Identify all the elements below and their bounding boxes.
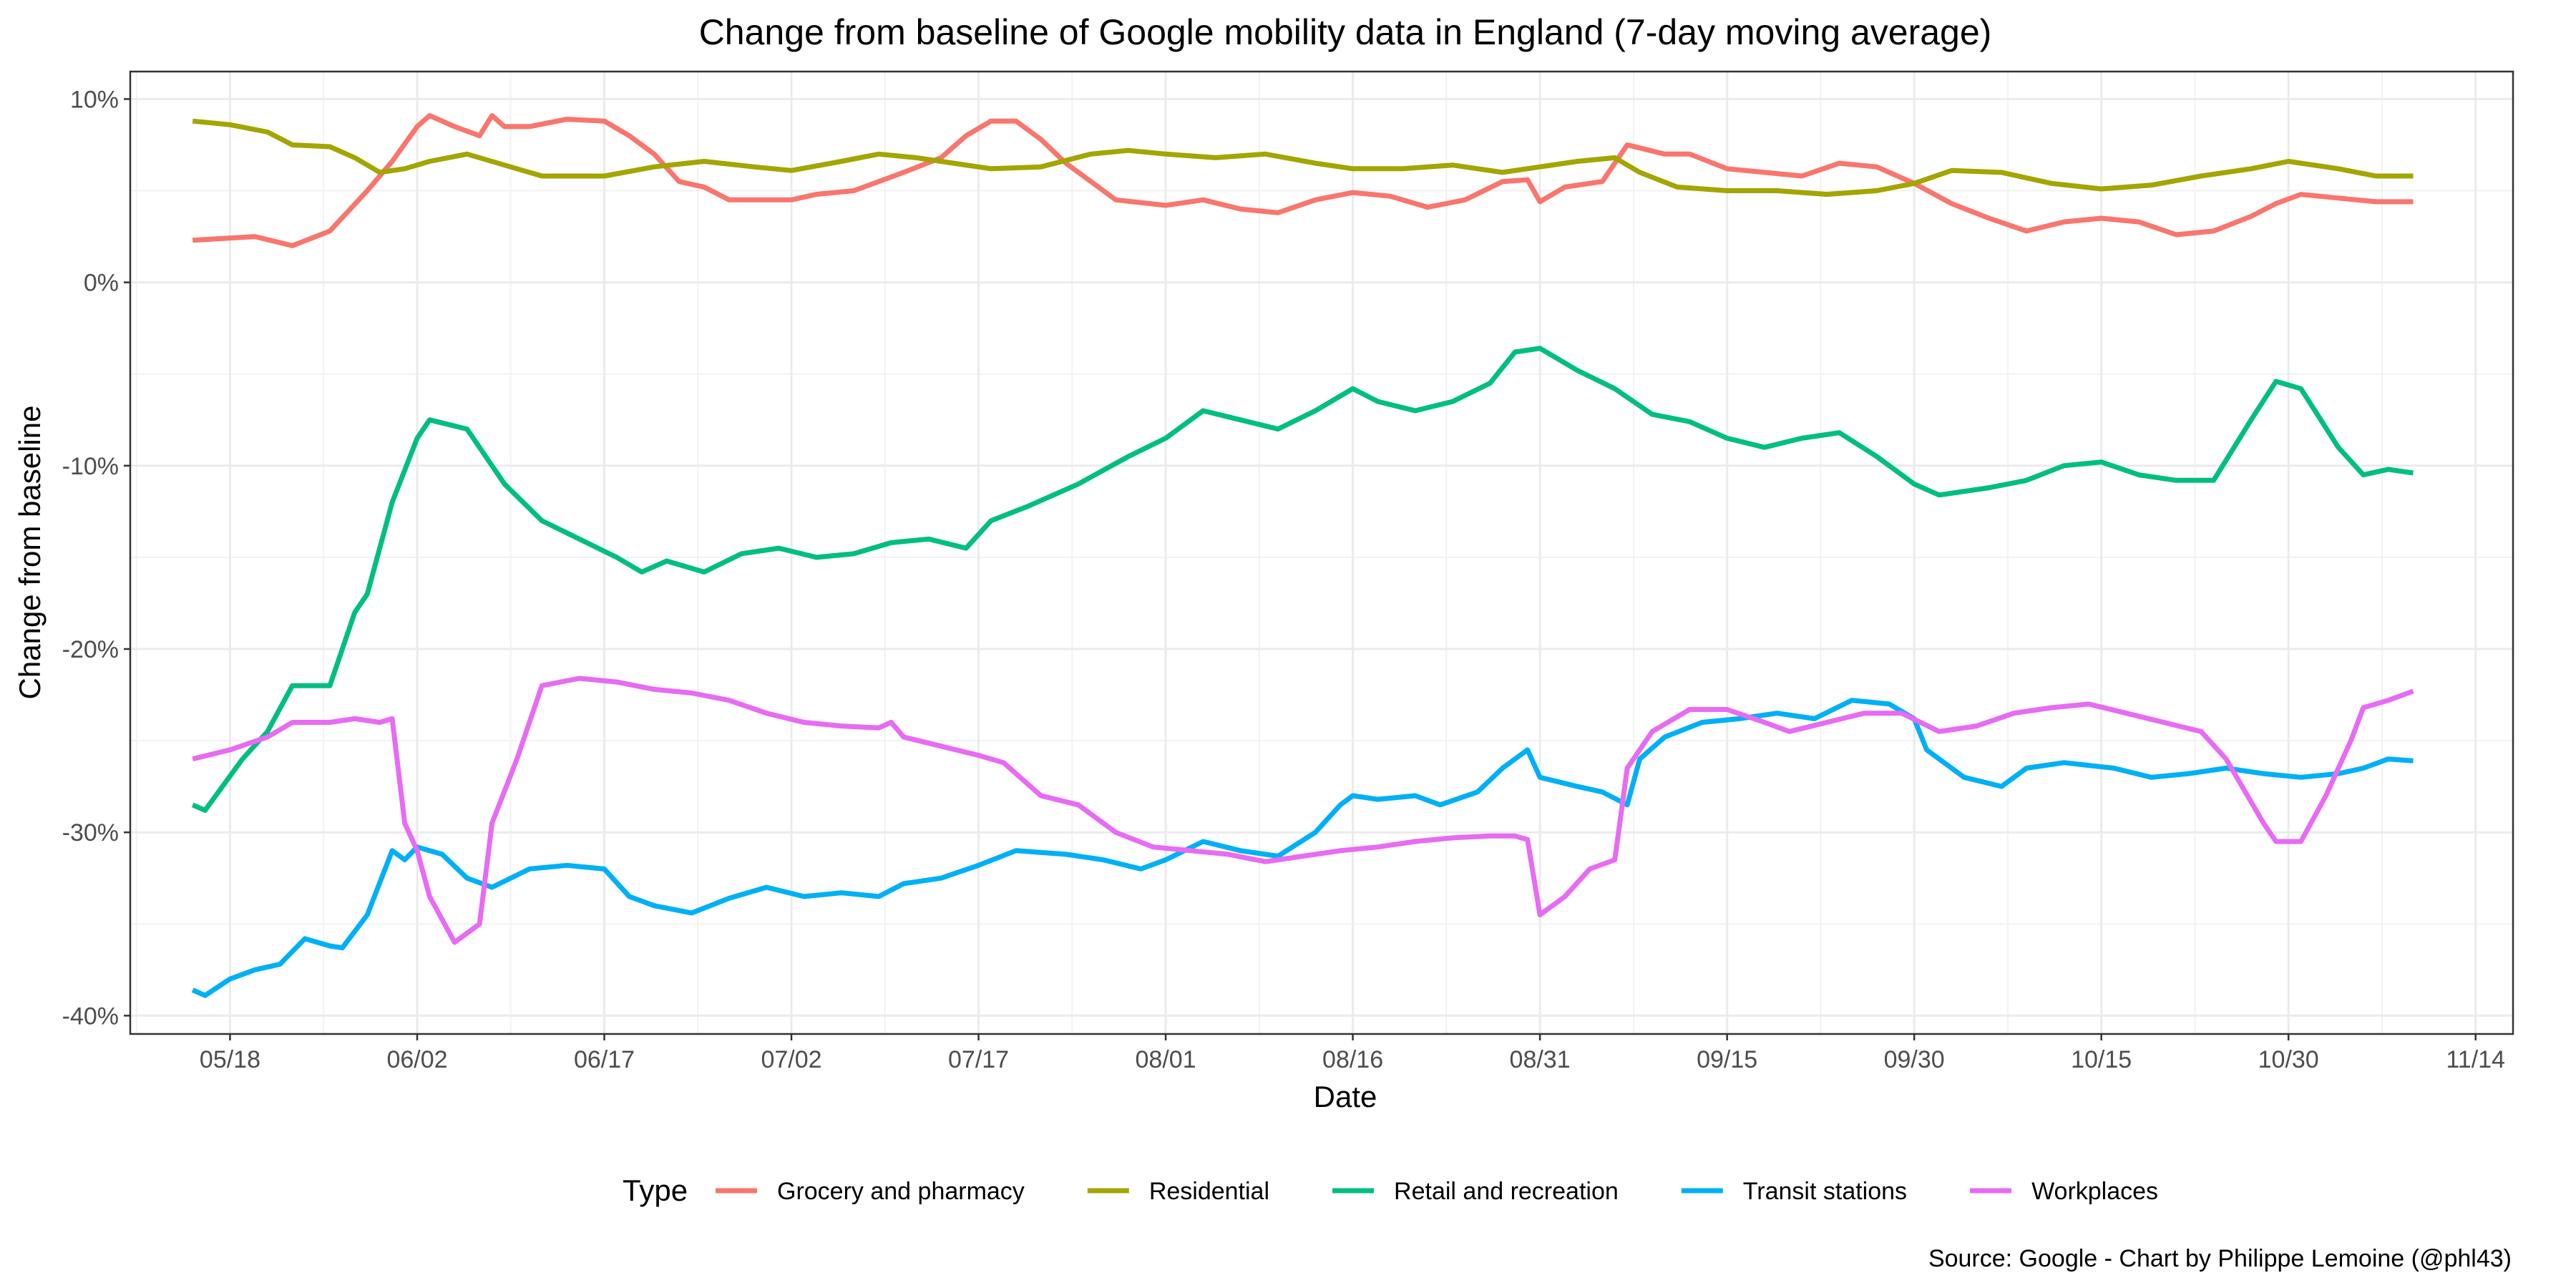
y-tick-label: -30% [62,819,119,847]
x-tick-label: 08/31 [1510,1046,1571,1073]
x-tick-label: 07/17 [948,1046,1009,1073]
y-axis-title: Change from baseline [13,406,47,700]
x-tick-label: 10/30 [2258,1046,2319,1073]
y-tick-label: -20% [62,636,119,663]
x-tick-label: 06/02 [386,1046,447,1073]
legend-label: Retail and recreation [1394,1178,1619,1205]
x-axis-title: Date [1314,1080,1377,1113]
series-line-retail-and-recreation [191,346,2414,813]
legend-label: Grocery and pharmacy [777,1178,1025,1205]
y-tick-label: -40% [62,1002,119,1030]
x-tick-label: 06/17 [574,1046,635,1073]
x-tick-label: 11/14 [2446,1046,2505,1073]
minor-gridlines [130,72,2513,1034]
x-tick-label: 05/18 [200,1046,260,1073]
series-line-transit-stations [191,698,2414,998]
series-line-residential [192,118,2414,197]
x-tick-label: 08/16 [1322,1046,1383,1073]
legend: Type Grocery and pharmacy Residential Reta… [623,1174,2158,1207]
plot-panel-border [129,70,2514,1035]
series-line-workplaces [192,675,2414,945]
y-axis: 10% 0% -10% -20% -30% -40% [62,86,130,1030]
x-axis: 05/18 06/02 06/17 07/02 07/17 08/01 08/16 08/31… [200,1034,2505,1073]
x-tick-label: 09/30 [1884,1046,1945,1073]
chart-title: Change from baseline of Google mobility … [699,12,1992,52]
y-tick-label: 10% [70,86,119,113]
series-lines [191,113,2414,998]
legend-label: Residential [1149,1178,1269,1205]
legend-label: Transit stations [1743,1178,1907,1205]
source-caption: Source: Google - Chart by Philippe Lemoi… [1928,1245,2512,1272]
series-line-grocery-and-pharmacy [192,113,2414,248]
major-gridlines [130,72,2513,1034]
y-tick-label: 0% [84,270,119,297]
legend-label: Workplaces [2031,1178,2158,1205]
legend-title: Type [623,1174,688,1207]
x-tick-label: 07/02 [761,1046,821,1073]
y-tick-label: -10% [62,453,119,480]
x-tick-label: 08/01 [1136,1046,1196,1073]
x-tick-label: 10/15 [2071,1046,2132,1073]
x-tick-label: 09/15 [1697,1046,1757,1073]
